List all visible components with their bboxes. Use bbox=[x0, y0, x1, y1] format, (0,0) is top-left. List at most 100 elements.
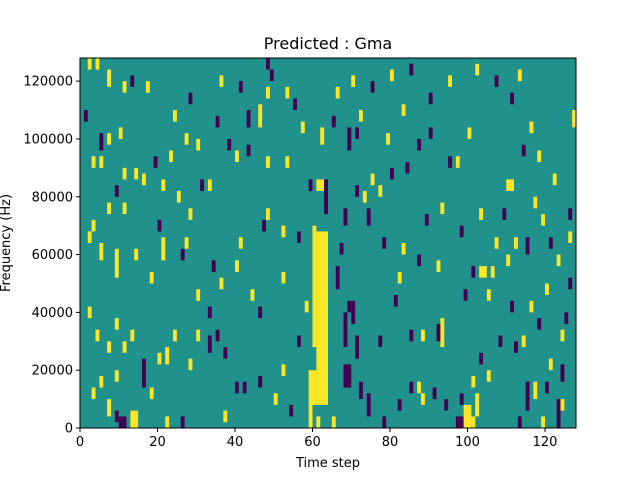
heatmap-cell bbox=[157, 352, 162, 365]
heatmap-cell bbox=[95, 58, 100, 70]
heatmap-cell bbox=[386, 133, 391, 145]
heatmap-cell bbox=[432, 387, 437, 400]
heatmap-cell bbox=[211, 260, 216, 272]
heatmap-cell bbox=[165, 347, 170, 365]
heatmap-cell bbox=[440, 318, 445, 348]
heatmap-cell bbox=[149, 271, 154, 284]
heatmap-cell bbox=[444, 399, 449, 411]
heatmap-cell bbox=[533, 381, 538, 400]
heatmap-cell bbox=[308, 179, 313, 191]
heatmap-cell bbox=[521, 335, 526, 348]
heatmap-cell bbox=[351, 75, 356, 87]
heatmap-cell bbox=[320, 127, 325, 145]
heatmap-cell bbox=[335, 86, 340, 99]
heatmap-cell bbox=[564, 312, 569, 324]
heatmap-cell bbox=[568, 208, 573, 220]
heatmap-cell bbox=[114, 185, 119, 197]
heatmap-cell bbox=[378, 185, 383, 197]
heatmap-cell bbox=[401, 104, 406, 116]
x-tick-label: 100 bbox=[455, 435, 480, 450]
heatmap-cell bbox=[475, 393, 480, 417]
x-tick-label: 120 bbox=[533, 435, 558, 450]
heatmap-cell bbox=[207, 335, 212, 353]
y-tick-label: 0 bbox=[65, 422, 73, 437]
heatmap-cell bbox=[409, 63, 414, 76]
heatmap-cell bbox=[99, 133, 104, 151]
heatmap-cell bbox=[448, 75, 453, 87]
heatmap-cell bbox=[486, 370, 491, 382]
heatmap-cell bbox=[223, 410, 228, 423]
heatmap-cell bbox=[339, 243, 344, 255]
heatmap-cell bbox=[541, 416, 546, 428]
heatmap-cell bbox=[517, 69, 522, 82]
heatmap-cell bbox=[506, 254, 511, 267]
heatmap-cell bbox=[545, 283, 549, 296]
heatmap-cell bbox=[537, 318, 542, 330]
heatmap-cell bbox=[521, 144, 526, 157]
heatmap-cell bbox=[207, 179, 212, 191]
heatmap-cell bbox=[316, 231, 329, 405]
heatmap-cell bbox=[235, 150, 239, 163]
heatmap-cell bbox=[463, 404, 472, 429]
heatmap-cell bbox=[83, 110, 88, 122]
heatmap-cell bbox=[359, 110, 363, 122]
heatmap-cell bbox=[401, 243, 406, 255]
heatmap-cell bbox=[506, 179, 514, 191]
heatmap-cell bbox=[370, 173, 375, 186]
heatmap-cell bbox=[541, 214, 546, 226]
heatmap-cell bbox=[285, 156, 290, 168]
heatmap-cell bbox=[479, 208, 484, 220]
heatmap-cell bbox=[459, 225, 464, 238]
heatmap-cell bbox=[238, 237, 243, 249]
heatmap-cell bbox=[331, 416, 336, 428]
heatmap-cell bbox=[498, 335, 503, 348]
heatmap-cell bbox=[417, 138, 422, 151]
heatmap-cell bbox=[568, 231, 573, 243]
heatmap-cell bbox=[87, 231, 92, 243]
heatmap-cell bbox=[525, 381, 530, 411]
heatmap-cell bbox=[417, 381, 422, 394]
heatmap-cell bbox=[180, 248, 185, 261]
y-axis-label: Frequency (Hz) bbox=[0, 194, 14, 292]
heatmap-cell bbox=[266, 156, 270, 168]
heatmap-cell bbox=[455, 156, 460, 168]
heatmap-cell bbox=[428, 92, 433, 105]
heatmap-cell bbox=[560, 399, 565, 411]
heatmap-cell bbox=[335, 266, 340, 290]
heatmap-cell bbox=[266, 208, 270, 220]
heatmap-cell bbox=[479, 352, 484, 365]
heatmap-cell bbox=[370, 81, 375, 93]
heatmap-cell bbox=[421, 393, 425, 405]
y-axis: 0 20000 40000 60000 80000 100000 120000 bbox=[23, 75, 80, 437]
heatmap-cell bbox=[122, 81, 127, 93]
x-axis-label: Time step bbox=[295, 456, 360, 471]
heatmap-cell bbox=[188, 358, 193, 371]
heatmap-cell bbox=[173, 329, 177, 342]
heatmap-cell bbox=[215, 115, 220, 128]
x-axis: 0 20 40 60 80 100 120 bbox=[76, 428, 558, 450]
heatmap-cell bbox=[118, 416, 127, 428]
heatmap-cell bbox=[382, 237, 387, 249]
heatmap-cell bbox=[149, 387, 154, 400]
heatmap-cell bbox=[184, 237, 189, 249]
heatmap-cell bbox=[343, 312, 348, 348]
heatmap-cell bbox=[517, 416, 522, 428]
heatmap-cell bbox=[281, 271, 286, 284]
heatmap-cell bbox=[316, 179, 325, 191]
heatmap-cell bbox=[188, 92, 193, 105]
heatmap-cell bbox=[405, 162, 410, 174]
heatmap-cell bbox=[87, 58, 92, 70]
heatmap-cell bbox=[390, 167, 394, 180]
heatmap-cell bbox=[548, 237, 553, 249]
heatmap-cell bbox=[134, 248, 139, 261]
heatmap-cell bbox=[114, 410, 119, 423]
heatmap-cell bbox=[510, 92, 515, 105]
heatmap-cell bbox=[448, 156, 453, 168]
heatmap-cell bbox=[347, 300, 352, 313]
x-tick-label: 40 bbox=[227, 435, 244, 450]
heatmap-cell bbox=[91, 387, 96, 400]
heatmap-cell bbox=[316, 416, 321, 428]
heatmap-cell bbox=[471, 266, 476, 278]
heatmap-cell bbox=[258, 306, 263, 319]
heatmap-cell bbox=[180, 416, 185, 428]
